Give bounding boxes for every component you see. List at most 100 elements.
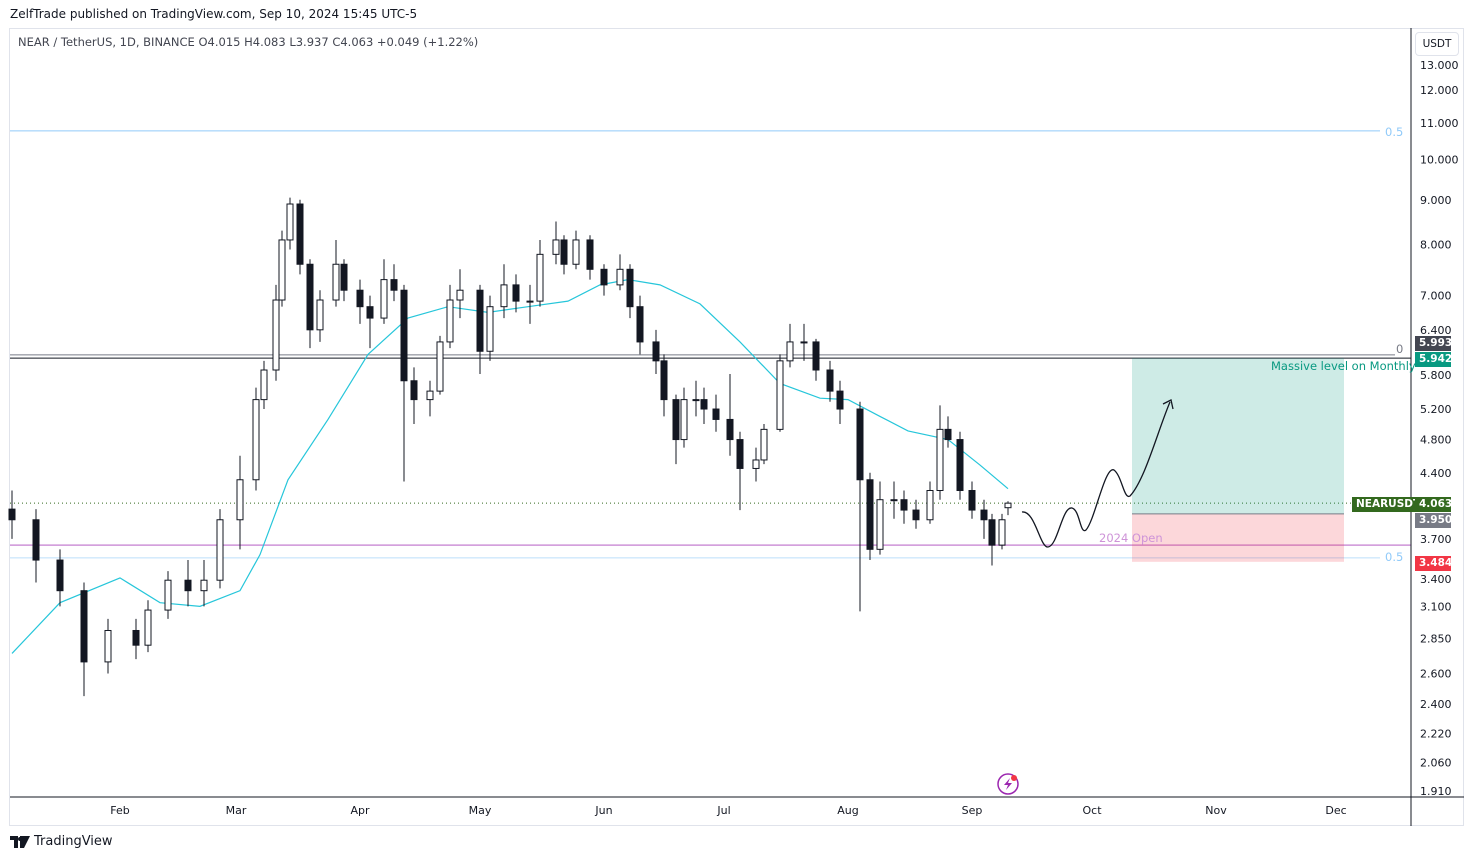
candle-body <box>752 459 760 469</box>
time-tick-label: Mar <box>226 804 247 817</box>
price-tick-label: 2.060 <box>1420 756 1452 769</box>
candle-body <box>760 428 768 461</box>
candle-body <box>456 289 464 301</box>
price-tick-label: 13.000 <box>1420 59 1459 72</box>
price-tick-label: 11.000 <box>1420 117 1459 130</box>
candle-body <box>736 439 744 469</box>
candle-body <box>980 509 988 521</box>
candle-body <box>726 418 734 441</box>
price-tick-label: 3.400 <box>1420 573 1452 586</box>
currency-button[interactable]: USDT <box>1415 32 1459 56</box>
candle-body <box>876 499 884 550</box>
price-tick-label: 7.000 <box>1420 290 1452 303</box>
tradingview-logo[interactable]: TradingView <box>10 834 113 849</box>
time-tick-label: Sep <box>962 804 983 817</box>
candle-body <box>626 268 634 308</box>
candle-body <box>306 263 314 331</box>
publish-info: ZelfTrade published on TradingView.com, … <box>10 7 418 21</box>
open-2024-label: 2024 Open <box>1099 531 1163 545</box>
time-tick-label: Dec <box>1325 804 1346 817</box>
price-tick-label: 9.000 <box>1420 194 1452 207</box>
fib-lower-label: 0.5 <box>1385 550 1404 564</box>
candle-body <box>776 360 784 430</box>
price-tick-label: 12.000 <box>1420 84 1459 97</box>
candle-body <box>636 306 644 343</box>
entry-price-tag: 3.950 <box>1415 513 1452 528</box>
time-tick-label: Nov <box>1205 804 1227 817</box>
candle-body <box>104 629 112 663</box>
candle-body <box>692 399 700 402</box>
candle-body <box>144 609 152 646</box>
candle-body <box>968 490 976 511</box>
candle-body <box>296 203 304 265</box>
candle-body <box>652 341 660 362</box>
candle-body <box>526 300 534 303</box>
candle-body <box>236 479 244 521</box>
candle-body <box>260 369 268 401</box>
candle-body <box>316 299 324 331</box>
candle-body <box>936 428 944 492</box>
time-tick-label: Aug <box>837 804 858 817</box>
candle-body <box>900 499 908 511</box>
candle-body <box>800 341 808 344</box>
candle-body <box>390 279 398 291</box>
price-tick-label: 3.700 <box>1420 533 1452 546</box>
candle-body <box>184 579 192 592</box>
candle-body <box>8 508 16 521</box>
candle-body <box>356 289 364 308</box>
fib-upper-label: 0.5 <box>1385 125 1404 139</box>
time-tick-label: Apr <box>350 804 370 817</box>
candle-body <box>164 579 172 611</box>
candle-body <box>988 519 996 546</box>
candle-body <box>446 299 454 343</box>
lightning-icon[interactable] <box>997 773 1019 795</box>
symbol-legend[interactable]: NEAR / TetherUS, 1D, BINANCE O4.015 H4.0… <box>18 35 479 49</box>
candle-body <box>252 399 260 481</box>
candle-body <box>712 408 720 420</box>
price-tick-label: 8.000 <box>1420 239 1452 252</box>
stop-price-tag: 3.484 <box>1415 556 1452 571</box>
candle-body <box>426 390 434 401</box>
moving-average-line <box>11 279 1009 654</box>
chart-frame <box>9 28 1464 826</box>
candle-body <box>836 390 844 410</box>
candle-body <box>700 399 708 410</box>
target-price-tag: 5.942 <box>1415 352 1452 367</box>
candle-body <box>586 239 594 270</box>
time-tick-label: Jul <box>716 804 730 817</box>
price-tick-label: 4.400 <box>1420 467 1452 480</box>
candle-body <box>616 268 624 286</box>
candle-body <box>380 279 388 319</box>
candle-body <box>332 263 340 301</box>
candle-body <box>660 360 668 401</box>
price-tick-label: 5.200 <box>1420 403 1452 416</box>
price-tick-label: 2.220 <box>1420 728 1452 741</box>
candle-body <box>912 509 920 521</box>
price-tick-label: 2.600 <box>1420 667 1452 680</box>
candle-body <box>826 369 834 392</box>
candle-body <box>998 519 1006 546</box>
price-tick-label: 4.800 <box>1420 434 1452 447</box>
price-tick-label: 1.910 <box>1420 785 1452 798</box>
candle-body <box>856 408 864 481</box>
projection-arrow-icon <box>1162 399 1174 410</box>
candle-body <box>1004 502 1012 509</box>
candle-body <box>560 239 568 265</box>
candle-body <box>812 341 820 371</box>
monthly-level-label: Massive level on Monthly <box>1271 359 1416 373</box>
last-price-tag: 4.063 <box>1415 497 1452 512</box>
stop-zone <box>1132 513 1344 562</box>
candle-body <box>436 341 444 392</box>
candle-body <box>200 579 208 592</box>
price-tick-label: 10.000 <box>1420 154 1459 167</box>
symbol-tag: NEARUSDT <box>1352 497 1425 512</box>
target-zone <box>1132 358 1344 514</box>
candle-body <box>278 239 286 301</box>
price-tick-label: 3.100 <box>1420 600 1452 613</box>
price-tick-label: 2.400 <box>1420 698 1452 711</box>
candle-body <box>572 239 580 265</box>
candle-body <box>476 289 484 352</box>
price-tick-label: 6.400 <box>1420 324 1452 337</box>
time-tick-label: Oct <box>1082 804 1102 817</box>
